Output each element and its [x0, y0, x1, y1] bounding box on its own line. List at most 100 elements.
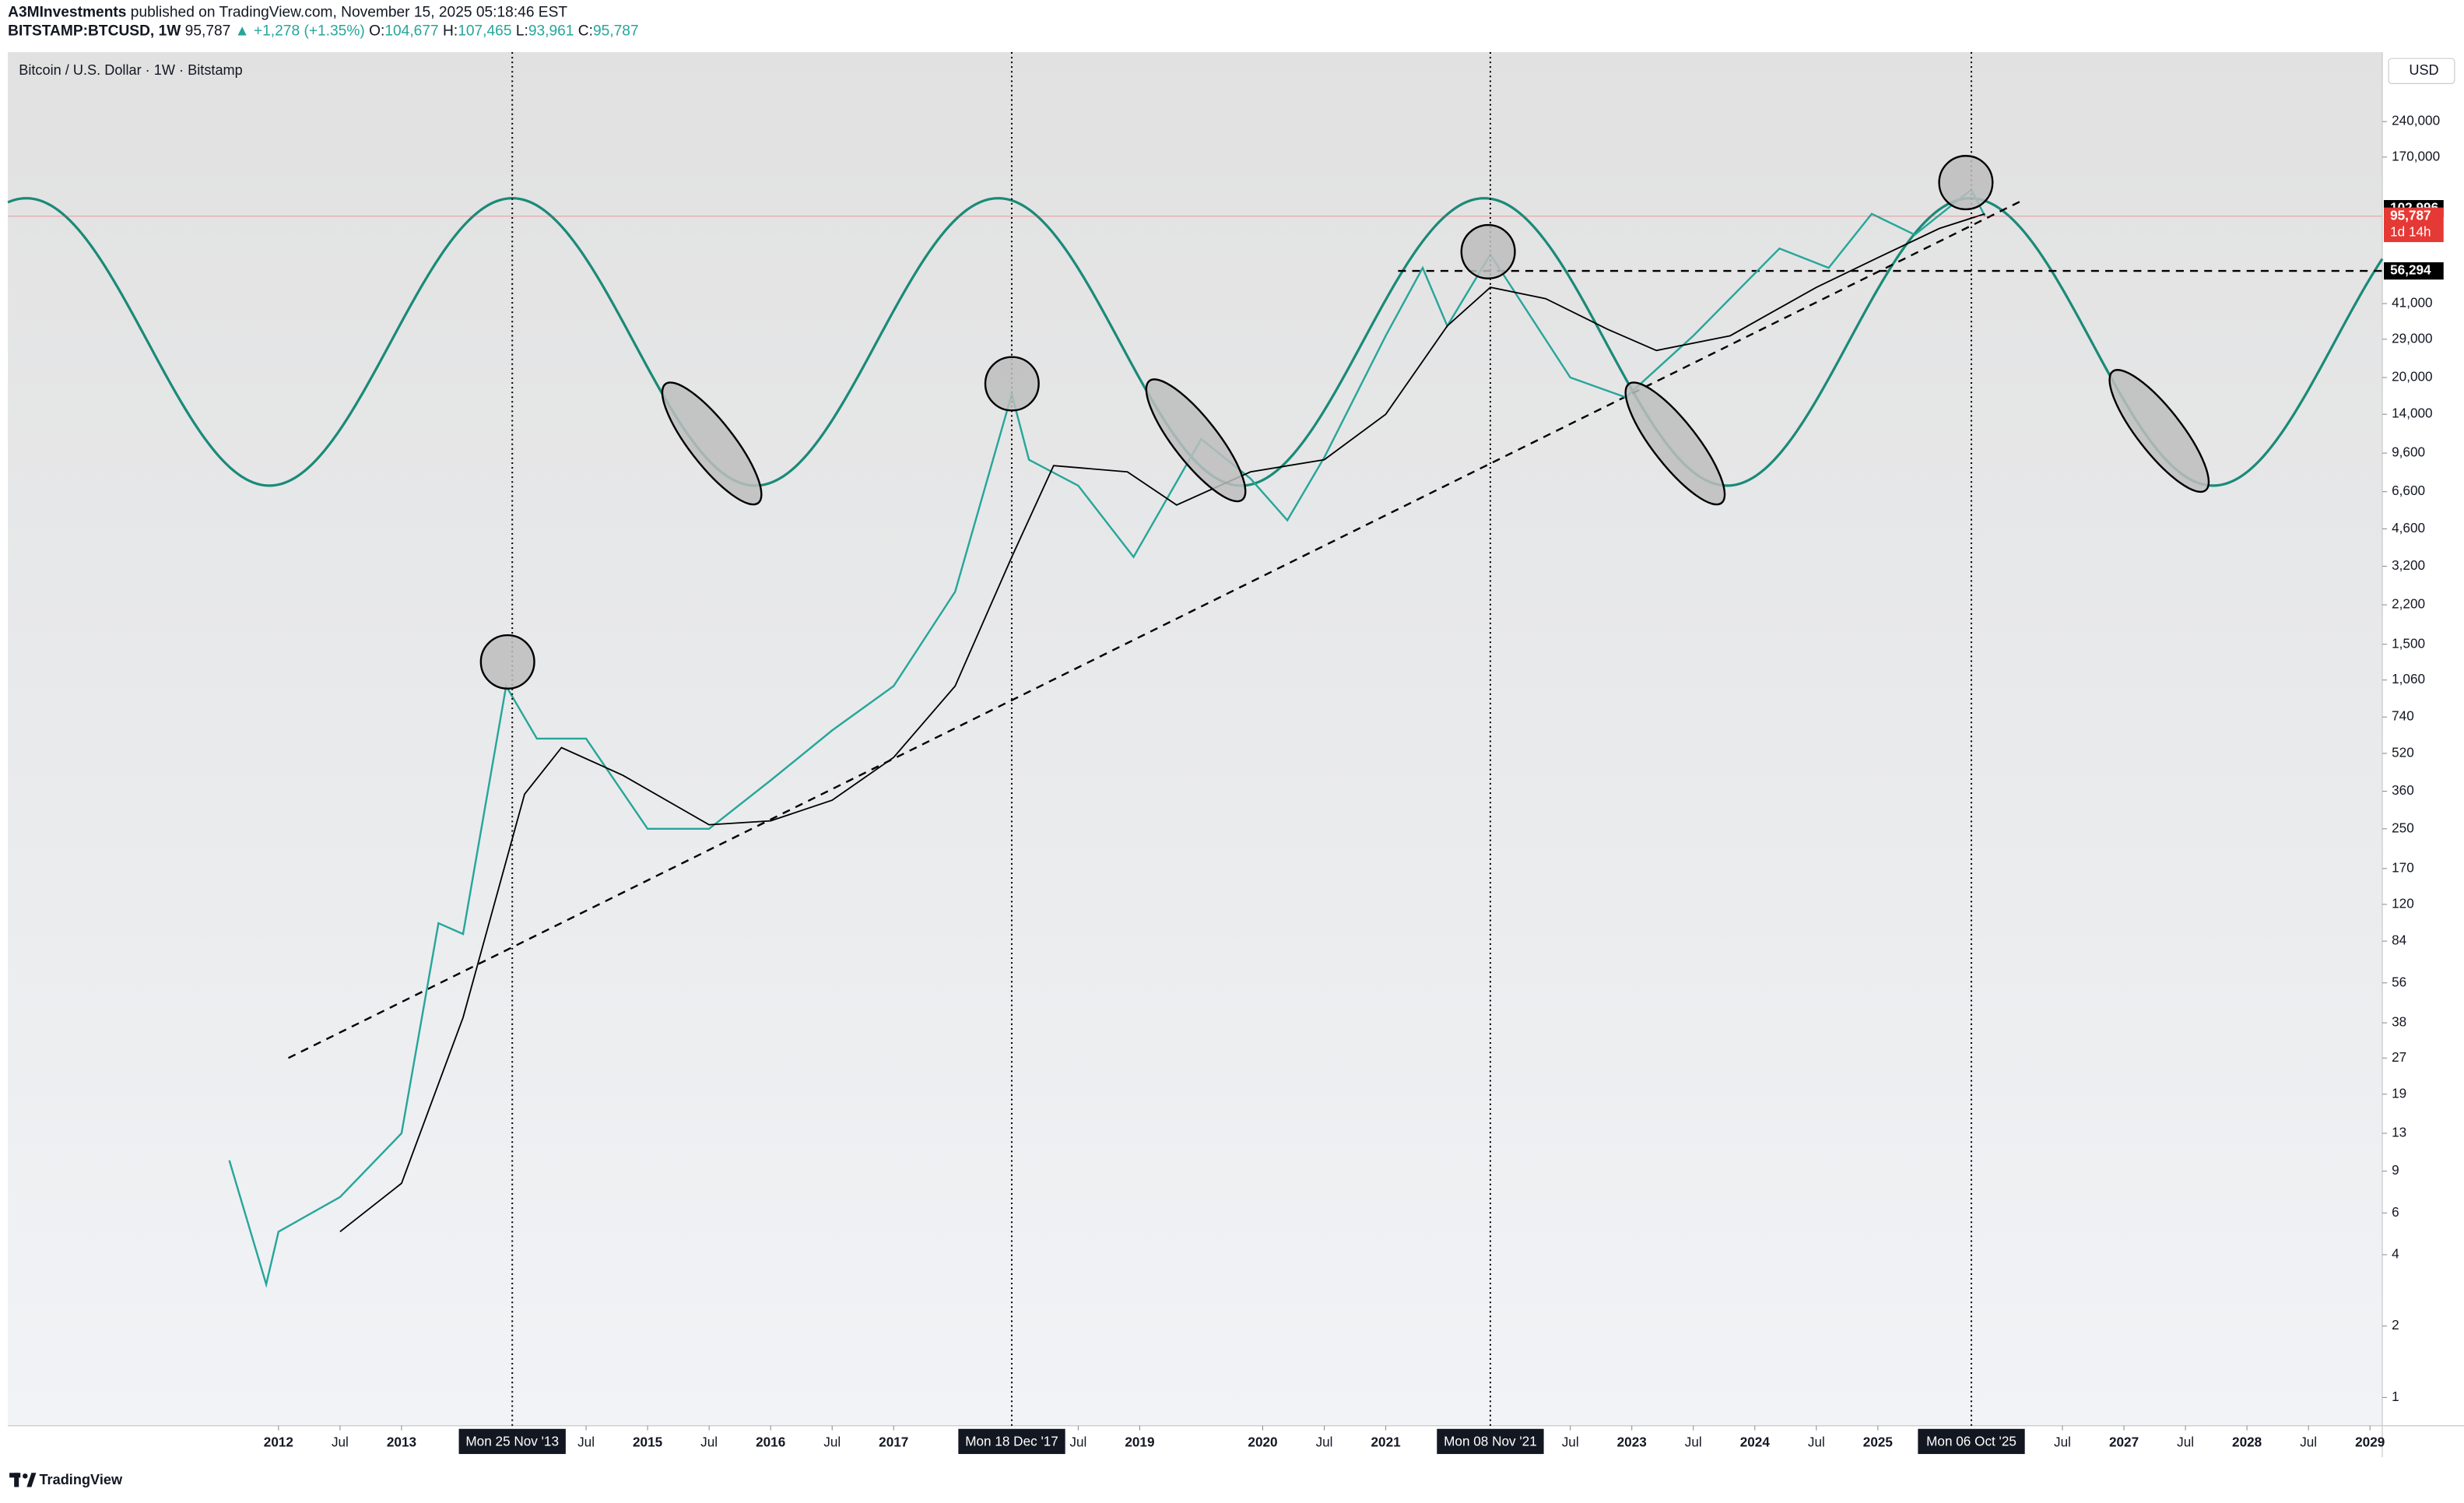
y-tick-label: 56 [2392, 974, 2406, 989]
l-label: L: [516, 23, 528, 40]
c-label: C: [578, 23, 593, 40]
top-circle [1938, 155, 1994, 211]
y-tick-label: 4 [2392, 1245, 2399, 1261]
price-label-box [2384, 262, 2444, 280]
y-tick-label: 20,000 [2392, 369, 2432, 385]
brand: TradingView [39, 1472, 122, 1487]
y-tick-label: 1,060 [2392, 671, 2425, 687]
logo: TradingView [9, 1472, 123, 1487]
y-tick-label: 38 [2392, 1014, 2406, 1030]
y-tick-label: 360 [2392, 782, 2414, 798]
header-line: A3MInvestments published on TradingView.… [8, 5, 567, 21]
c-value: 95,787 [593, 23, 639, 40]
moving-average [339, 212, 1985, 1233]
logo-mark [26, 1473, 37, 1487]
x-tick-label: Jul [2177, 1434, 2194, 1449]
o-value: 104,677 [384, 23, 438, 40]
x-tick-label: Jul [1685, 1434, 1702, 1449]
y-tick-label: 13 [2392, 1125, 2406, 1140]
y-tick-label: 240,000 [2392, 113, 2440, 128]
x-tick-label: Jul [700, 1434, 718, 1449]
trendline [287, 198, 2023, 1059]
top-circle [1460, 223, 1516, 279]
y-tick-label: 250 [2392, 820, 2414, 835]
x-tick-label: Jul [1562, 1434, 1579, 1449]
annotations [479, 155, 2210, 690]
last: 95,787 [185, 23, 231, 40]
price-axis [2382, 51, 2464, 1458]
date-label: Mon 06 Oct '25 [1926, 1433, 2016, 1449]
x-tick-label: 2021 [1371, 1434, 1401, 1449]
logo-mark [14, 1473, 19, 1487]
y-tick-label: 14,000 [2392, 406, 2432, 421]
plot-background [8, 51, 2383, 1426]
low-ellipse [661, 381, 763, 506]
low-ellipse [1624, 381, 1726, 506]
y-tick-label: 4,600 [2392, 520, 2425, 536]
date-label: Mon 08 Nov '21 [1444, 1433, 1537, 1449]
y-tick-label: 29,000 [2392, 330, 2432, 346]
change: ▲ +1,278 (+1.35%) [235, 23, 365, 40]
l-value: 93,961 [528, 23, 574, 40]
currency[interactable]: USD [2409, 62, 2438, 78]
y-tick-label: 120 [2392, 895, 2414, 911]
y-tick-label: 6 [2392, 1204, 2399, 1220]
x-tick-label: 2015 [633, 1434, 663, 1449]
x-tick-label: 2012 [264, 1434, 293, 1449]
y-tick-label: 1 [2392, 1389, 2399, 1404]
x-tick-label: 2029 [2355, 1434, 2385, 1449]
x-tick-label: 2013 [387, 1434, 416, 1449]
logo-mark [23, 1473, 28, 1479]
y-tick-label: 2 [2392, 1317, 2399, 1333]
h-value: 107,465 [458, 23, 511, 40]
y-tick-label: 27 [2392, 1049, 2406, 1065]
symbol: BITSTAMP:BTCUSD, 1W [8, 23, 181, 40]
x-tick-label: 2024 [1740, 1434, 1771, 1449]
y-tick-label: 84 [2392, 932, 2407, 948]
x-tick-label: Jul [1316, 1434, 1333, 1449]
chart-title: Bitcoin / U.S. Dollar · 1W · Bitstamp [19, 62, 243, 78]
price-label: 95,787 [2390, 207, 2431, 223]
price-label-sub: 1d 14h [2390, 223, 2431, 239]
top-circle [984, 356, 1040, 412]
x-tick-label: Jul [2054, 1434, 2071, 1449]
x-tick-label: Jul [823, 1434, 841, 1449]
y-tick-label: 1,500 [2392, 635, 2425, 651]
y-tick-label: 170,000 [2392, 148, 2440, 163]
x-tick-label: 2019 [1125, 1434, 1154, 1449]
y-tick-label: 19 [2392, 1085, 2406, 1101]
x-tick-label: 2025 [1863, 1434, 1894, 1449]
x-tick-label: Jul [577, 1434, 595, 1449]
price-label-box [2384, 207, 2444, 243]
h-label: H: [443, 23, 458, 40]
date-label: Mon 18 Dec '17 [965, 1433, 1058, 1449]
y-tick-label: 2,200 [2392, 596, 2425, 612]
time-axis [8, 1425, 2383, 1458]
x-tick-label: Jul [332, 1434, 349, 1449]
date-label: Mon 25 Nov '13 [465, 1433, 559, 1449]
y-tick-label: 9 [2392, 1162, 2399, 1178]
top-circle [479, 634, 535, 690]
date-label-box [458, 1428, 566, 1455]
x-tick-label: Jul [1808, 1434, 1825, 1449]
published: published on TradingView.com, November 1… [131, 5, 568, 21]
date-label-box [1918, 1428, 2025, 1455]
y-tick-label: 3,200 [2392, 557, 2425, 573]
x-tick-label: 2027 [2109, 1434, 2139, 1449]
x-tick-label: 2023 [1617, 1434, 1647, 1449]
date-label-box [1437, 1428, 1544, 1455]
y-tick-label: 6,600 [2392, 483, 2425, 498]
currency-button[interactable] [2388, 58, 2455, 84]
x-tick-label: 2017 [879, 1434, 908, 1449]
low-ellipse [1145, 378, 1247, 503]
y-tick-label: 170 [2392, 859, 2414, 875]
x-tick-label: 2016 [756, 1434, 785, 1449]
y-tick-label: 9,600 [2392, 444, 2425, 460]
author: A3MInvestments [8, 5, 126, 21]
low-ellipse [2108, 369, 2210, 493]
y-tick-label: 740 [2392, 708, 2414, 724]
x-tick-label: Jul [2300, 1434, 2317, 1449]
o-label: O: [369, 23, 384, 40]
